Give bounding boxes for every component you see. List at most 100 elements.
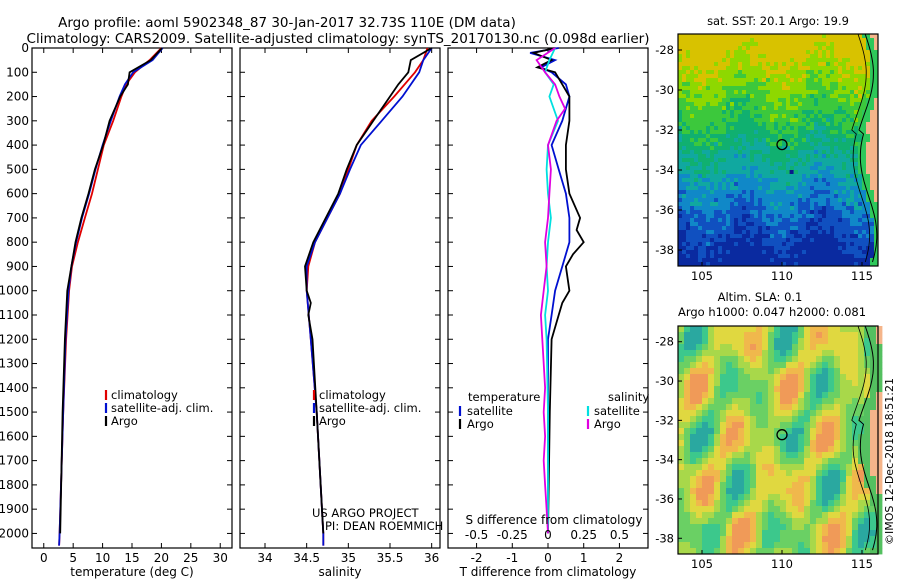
- map-cell: [822, 398, 829, 405]
- map-cell: [694, 138, 699, 143]
- map-cell: [774, 62, 779, 67]
- map-cell: [846, 62, 851, 67]
- map-cell: [698, 46, 703, 51]
- map-cell: [734, 246, 739, 251]
- map-cell: [876, 398, 883, 405]
- map-cell: [830, 262, 835, 267]
- map-cell: [822, 548, 829, 555]
- map-cell: [870, 114, 875, 119]
- map-cell: [790, 42, 795, 47]
- map-cell: [854, 234, 859, 239]
- map-cell: [858, 344, 865, 351]
- map-cell: [834, 38, 839, 43]
- map-cell: [802, 98, 807, 103]
- map-cell: [794, 238, 799, 243]
- map-cell: [874, 74, 879, 79]
- map-cell: [840, 482, 847, 489]
- map-cell: [830, 102, 835, 107]
- map-cell: [750, 380, 757, 387]
- map-cell: [758, 226, 763, 231]
- map-cell: [806, 70, 811, 75]
- map-cell: [842, 254, 847, 259]
- map-cell: [782, 82, 787, 87]
- map-cell: [830, 210, 835, 215]
- map-cell: [830, 42, 835, 47]
- map-cell: [754, 70, 759, 75]
- map-cell: [850, 114, 855, 119]
- map-cell: [682, 210, 687, 215]
- map-cell: [818, 186, 823, 191]
- map-cell: [862, 42, 867, 47]
- map-cell: [778, 66, 783, 71]
- map-cell: [798, 536, 805, 543]
- map-cell: [678, 434, 685, 441]
- map-cell: [770, 178, 775, 183]
- map-cell: [778, 170, 783, 175]
- map-cell: [708, 404, 715, 411]
- map-cell: [714, 500, 721, 507]
- map-cell: [738, 62, 743, 67]
- map-cell: [852, 356, 859, 363]
- map-cell: [726, 174, 731, 179]
- map-cell: [876, 518, 883, 525]
- map-cell: [708, 518, 715, 525]
- map-cell: [726, 246, 731, 251]
- map-cell: [802, 202, 807, 207]
- map-cell: [792, 326, 799, 333]
- map-cell: [858, 254, 863, 259]
- map-cell: [870, 392, 877, 399]
- map-cell: [786, 118, 791, 123]
- map-cell: [810, 374, 817, 381]
- map-cell: [834, 380, 841, 387]
- map-cell: [834, 34, 839, 39]
- map-cell: [870, 126, 875, 131]
- map-cell: [770, 226, 775, 231]
- map-cell: [838, 166, 843, 171]
- map-cell: [810, 218, 815, 223]
- map-cell: [762, 434, 769, 441]
- map-cell: [714, 218, 719, 223]
- map-cell: [678, 380, 685, 387]
- map-cell: [846, 476, 853, 483]
- map-cell: [762, 46, 767, 51]
- map-cell: [798, 86, 803, 91]
- map-cell: [690, 344, 697, 351]
- map-cell: [798, 126, 803, 131]
- map-cell: [818, 166, 823, 171]
- x-tick-label: 0: [544, 551, 552, 565]
- map-cell: [814, 194, 819, 199]
- map-cell: [690, 350, 697, 357]
- map-cell: [778, 254, 783, 259]
- map-cell: [822, 62, 827, 67]
- map-cell: [814, 222, 819, 227]
- map-cell: [846, 518, 853, 525]
- map-cell: [822, 494, 829, 501]
- map-cell: [762, 106, 767, 111]
- map-cell: [810, 54, 815, 59]
- map-cell: [690, 134, 695, 139]
- map-cell: [686, 230, 691, 235]
- map-cell: [750, 344, 757, 351]
- map-cell: [762, 464, 769, 471]
- map-cell: [798, 74, 803, 79]
- map-cell: [768, 398, 775, 405]
- map-cell: [690, 86, 695, 91]
- map-cell: [804, 440, 811, 447]
- map-cell: [762, 258, 767, 263]
- map-cell: [866, 62, 871, 67]
- map-cell: [710, 126, 715, 131]
- map-cell: [802, 130, 807, 135]
- map-cell: [866, 186, 871, 191]
- map-cell: [708, 536, 715, 543]
- map-cell: [718, 234, 723, 239]
- map-cell: [770, 42, 775, 47]
- sla-field: [678, 326, 883, 555]
- map-cell: [726, 548, 733, 555]
- map-cell: [678, 66, 683, 71]
- map-cell: [852, 518, 859, 525]
- map-cell: [846, 150, 851, 155]
- map-cell: [802, 250, 807, 255]
- map-cell: [828, 410, 835, 417]
